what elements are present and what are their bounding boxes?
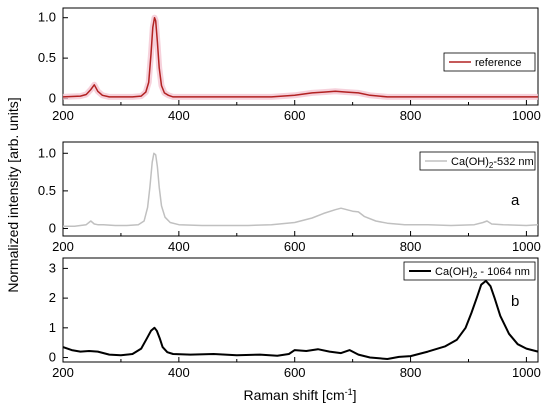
series-line bbox=[62, 16, 538, 98]
legend-box bbox=[443, 52, 536, 72]
y-tick-label: 0 bbox=[49, 91, 56, 106]
x-tick-label: 400 bbox=[168, 239, 190, 254]
series-line bbox=[62, 279, 539, 360]
x-tick-label: 200 bbox=[52, 239, 74, 254]
legend-label-rest: - 1064 nm bbox=[477, 266, 530, 278]
y-tick-label: 1 bbox=[49, 320, 56, 335]
y-tick-label: 3 bbox=[49, 260, 56, 275]
legend-label: reference bbox=[475, 57, 521, 69]
x-tick-label: 400 bbox=[168, 365, 190, 380]
legend: Ca(OH)2 - 1064 nm bbox=[403, 261, 536, 281]
legend-label-main: Ca(OH) bbox=[451, 156, 489, 168]
y-tick-label: 0 bbox=[49, 220, 56, 235]
x-axis-title-main: Raman shift [cm bbox=[243, 387, 344, 403]
x-axis-title: Raman shift [cm-1] bbox=[243, 387, 356, 403]
legend-label-sub: 2 bbox=[473, 271, 478, 280]
x-tick-label: 200 bbox=[52, 108, 74, 123]
plot-frame bbox=[62, 257, 539, 363]
y-tick-label: 0 bbox=[49, 350, 56, 365]
plot-frame bbox=[62, 7, 539, 106]
x-tick-label: 600 bbox=[284, 239, 306, 254]
plot-frame bbox=[62, 141, 539, 237]
x-tick-label: 200 bbox=[52, 365, 74, 380]
y-tick-label: 2 bbox=[49, 290, 56, 305]
x-tick-label: 600 bbox=[284, 108, 306, 123]
panel-reference: 200 400 600 800 1000 0 0.5 1.0 reference bbox=[38, 7, 541, 123]
x-tick-label: 600 bbox=[284, 365, 306, 380]
y-axis-title: Normalized intensity [arb. units] bbox=[5, 97, 21, 292]
x-tick-label: 1000 bbox=[512, 108, 541, 123]
x-tick-label: 1000 bbox=[512, 365, 541, 380]
series-line bbox=[63, 152, 539, 227]
legend-label-sub: 2 bbox=[489, 161, 494, 170]
x-tick-label: 1000 bbox=[512, 239, 541, 254]
x-tick-label: 400 bbox=[168, 108, 190, 123]
x-tick-label: 800 bbox=[400, 365, 422, 380]
legend-box bbox=[419, 151, 536, 171]
legend: reference bbox=[443, 52, 536, 72]
panel-letter: b bbox=[511, 293, 519, 310]
y-tick-label: 1.0 bbox=[38, 10, 56, 25]
y-tick-label: 0.5 bbox=[38, 183, 56, 198]
x-axis-title-sup: -1 bbox=[345, 387, 353, 397]
legend-label: Ca(OH)2 - 1064 nm bbox=[435, 266, 530, 280]
panel-a: 200 400 600 800 1000 0 0.5 1.0 Ca(OH)2-532 nm a bbox=[38, 141, 541, 254]
y-tick-label: 0.5 bbox=[38, 50, 56, 65]
y-tick-label: 1.0 bbox=[38, 145, 56, 160]
legend-label-rest: -532 nm bbox=[493, 156, 533, 168]
x-axis-title-close: ] bbox=[353, 387, 357, 403]
legend-label: Ca(OH)2-532 nm bbox=[451, 156, 534, 170]
legend: Ca(OH)2-532 nm bbox=[419, 151, 536, 171]
legend-label-main: Ca(OH) bbox=[435, 266, 473, 278]
x-tick-label: 800 bbox=[400, 239, 422, 254]
legend-box bbox=[403, 261, 536, 281]
panel-letter: a bbox=[511, 192, 520, 209]
x-tick-label: 800 bbox=[400, 108, 422, 123]
